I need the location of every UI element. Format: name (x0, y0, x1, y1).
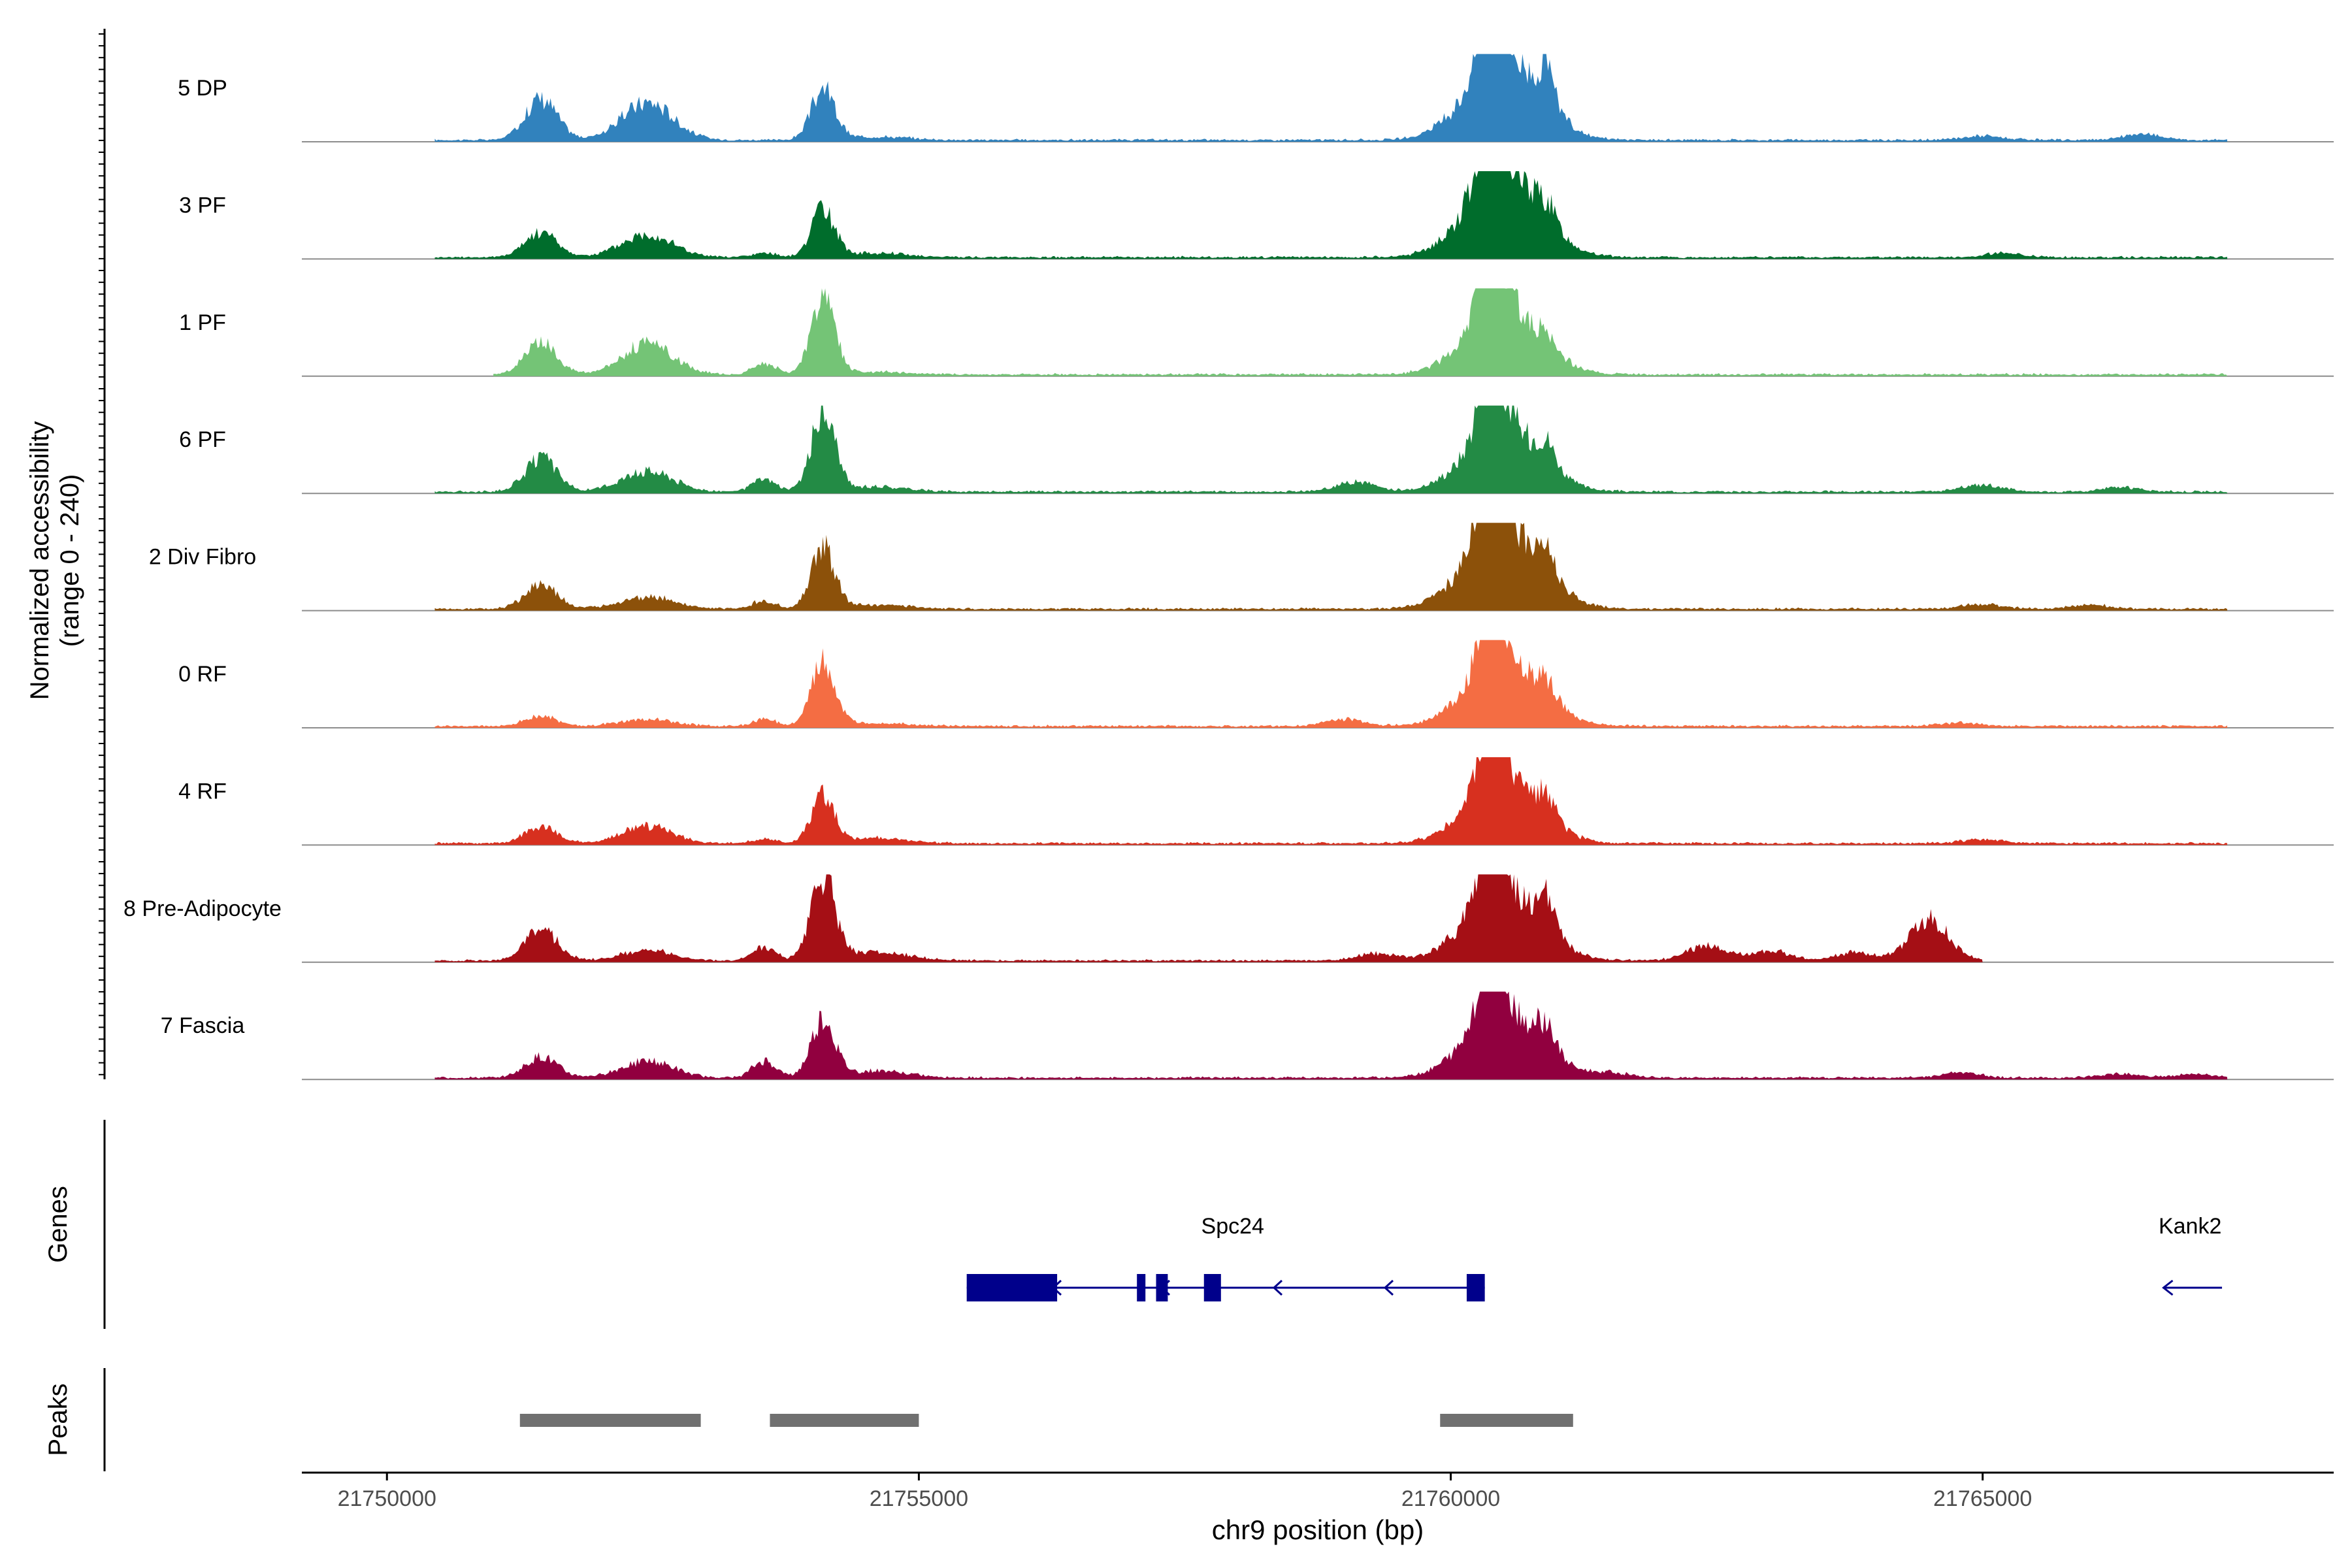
track: 0 RF (178, 640, 2334, 728)
track-label: 7 Fascia (161, 1013, 245, 1038)
coverage-area (434, 54, 2228, 142)
strand-arrow (1051, 1279, 1062, 1296)
coverage-area (434, 523, 2228, 611)
x-tick-label: 21755000 (870, 1486, 968, 1511)
track-label: 6 PF (179, 427, 226, 452)
coverage-area (434, 757, 2228, 845)
coverage-area (434, 405, 2228, 494)
coverage-area (434, 991, 2228, 1080)
track-label: 0 RF (178, 662, 227, 687)
x-tick-label: 21760000 (1401, 1486, 1500, 1511)
track: 1 PF (179, 288, 2334, 377)
track: 8 Pre-Adipocyte (123, 874, 2334, 963)
coverage-y-ticks (99, 33, 105, 1075)
track-label: 5 DP (178, 76, 227, 101)
peak-bar (1440, 1414, 1573, 1427)
peak-regions (519, 1414, 1573, 1427)
gene-exon (1466, 1274, 1485, 1301)
gene: Kank2 (2159, 1214, 2223, 1296)
gene-exon (1137, 1274, 1146, 1301)
track: 5 DP (178, 54, 2334, 142)
gene-label: Kank2 (2159, 1214, 2221, 1239)
track: 6 PF (179, 405, 2334, 495)
track: 7 Fascia (161, 991, 2334, 1081)
track-label: 2 Div Fibro (149, 545, 256, 570)
genes-panel-label: Genes (44, 1186, 73, 1263)
x-axis-ticks: 21750000 21755000 21760000 21765000 (338, 1473, 2032, 1511)
peak-bar (770, 1414, 919, 1427)
gene-exon (966, 1274, 1058, 1301)
y-axis-label-line1: Normalized accessibility (25, 421, 54, 700)
gene-label: Spc24 (1201, 1214, 1264, 1239)
x-tick-label: 21750000 (338, 1486, 436, 1511)
track-label: 1 PF (179, 310, 226, 335)
coverage-area (493, 288, 2228, 376)
x-tick-label: 21765000 (1933, 1486, 2032, 1511)
coverage-tracks: 5 DP 3 PF 1 PF 6 PF 2 Div Fibro 0 RF 4 RF 8 Pre… (123, 54, 2334, 1081)
track: 3 PF (179, 171, 2334, 260)
strand-arrow (1160, 1279, 1171, 1296)
track-label: 8 Pre-Adipocyte (123, 896, 282, 921)
gene-annotations: Spc24 Kank2 (966, 1214, 2223, 1301)
coverage-area (434, 874, 1983, 962)
peaks-panel-label: Peaks (44, 1383, 73, 1456)
coverage-area (434, 640, 2228, 728)
coverage-area (434, 171, 2228, 259)
track-label: 3 PF (179, 193, 226, 218)
x-axis-label: chr9 position (bp) (1212, 1514, 1424, 1545)
gene-exon (1203, 1274, 1221, 1301)
track: 2 Div Fibro (149, 523, 2334, 612)
y-axis-label-line2: (range 0 - 240) (56, 474, 84, 647)
strand-arrow (2162, 1279, 2174, 1296)
strand-arrow (1272, 1279, 1283, 1296)
gene: Spc24 (966, 1214, 1485, 1301)
track: 4 RF (178, 757, 2334, 846)
strand-arrow (1383, 1279, 1394, 1296)
track-label: 4 RF (178, 779, 227, 804)
peak-bar (519, 1414, 701, 1427)
